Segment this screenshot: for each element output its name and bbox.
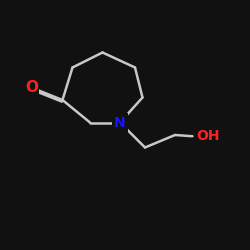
Text: OH: OH [196,129,220,143]
Text: O: O [25,80,38,95]
Text: N: N [114,116,126,130]
